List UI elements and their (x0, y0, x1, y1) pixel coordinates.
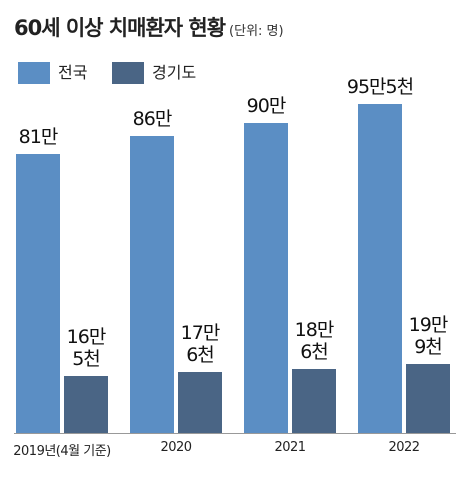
value-label: 81만 (18, 125, 59, 148)
legend-label: 경기도 (152, 63, 197, 82)
bar (292, 368, 336, 433)
bar (244, 122, 288, 433)
bar (178, 372, 222, 433)
value-label: 90만 (246, 94, 287, 117)
x-tick-label: 2021 (274, 440, 306, 455)
title-text: 60세 이상 치매환자 현황 (14, 16, 226, 40)
x-tick-label: 2019년(4월 기준) (13, 444, 111, 459)
bar (130, 136, 174, 433)
value-label: 17만 6천 (180, 322, 221, 367)
value-label: 86만 (132, 108, 173, 131)
legend-swatch (18, 62, 50, 84)
value-label: 18만 6천 (294, 318, 335, 363)
value-label: 16만 5천 (66, 326, 107, 371)
baseline (14, 433, 456, 434)
value-label: 19만 9천 (408, 314, 449, 359)
bar (16, 153, 60, 433)
chart-subtitle: (단위: 명) (229, 24, 284, 39)
bar (64, 376, 108, 433)
legend-label: 전국 (58, 63, 88, 82)
x-tick-label: 2020 (160, 440, 192, 455)
legend-swatch (112, 62, 144, 84)
x-tick-label: 2022 (388, 440, 420, 455)
chart-title: 60세 이상 치매환자 현황 (단위: 명) (14, 12, 284, 42)
bar (406, 364, 450, 433)
value-label: 95만5천 (346, 75, 414, 98)
bar (358, 103, 402, 433)
